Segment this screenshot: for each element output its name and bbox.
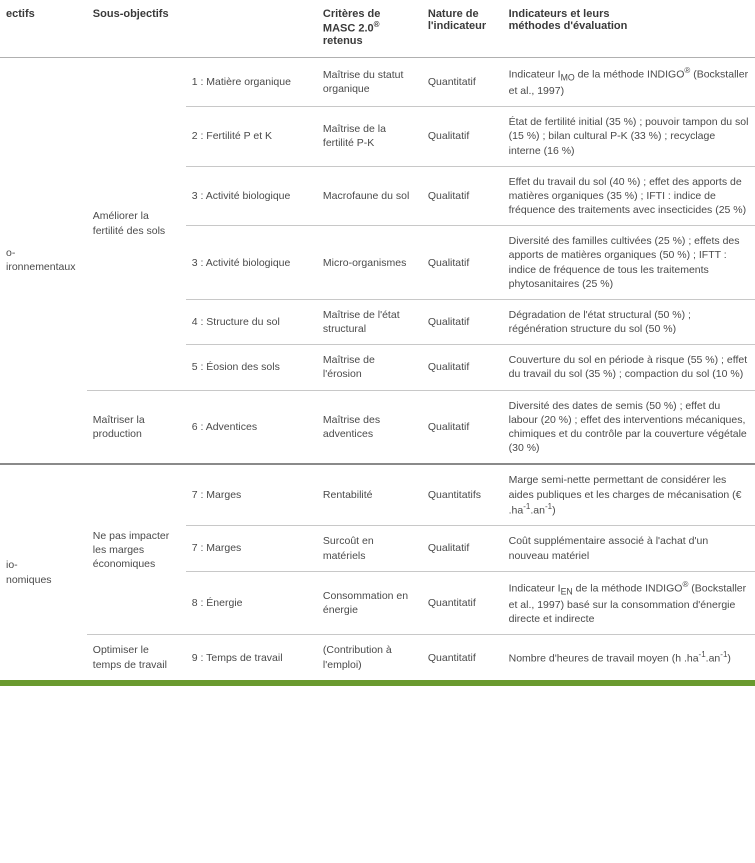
objectif-line: o- — [6, 247, 15, 259]
cell-numero: 9 : Temps de travail — [186, 635, 317, 680]
cell-nature: Qualitatif — [422, 526, 503, 571]
cell-nature: Qualitatif — [422, 226, 503, 300]
cell-sous-objectif: Maîtriser la production — [87, 390, 186, 464]
cell-numero: 4 : Structure du sol — [186, 299, 317, 344]
indicateur-reference: (Bockstaller et al., 1997) — [509, 68, 748, 97]
cell-critere: Maîtrise des adventices — [317, 390, 422, 464]
cell-indicateur: Couverture du sol en période à risque (5… — [503, 345, 755, 390]
cell-indicateur: Diversité des familles cultivées (25 %) … — [503, 226, 755, 300]
criteres-line3: retenus — [323, 35, 363, 47]
col-header-objectifs: ectifs — [0, 0, 87, 57]
cell-indicateur: Nombre d'heures de travail moyen (h .ha-… — [503, 635, 755, 680]
cell-numero: 7 : Marges — [186, 526, 317, 571]
col-header-indicateurs: Indicateurs et leurs méthodes d'évaluati… — [503, 0, 755, 57]
col-header-sous-objectifs: Sous-objectifs — [87, 0, 186, 57]
indicateur-reference: (Bockstaller et al., 1997) — [509, 582, 747, 611]
table-row: Maîtriser la production6 : AdventicesMaî… — [0, 390, 755, 464]
cell-sous-objectif: Ne pas impacter les marges économiques — [87, 464, 186, 635]
cell-nature: Quantitatif — [422, 635, 503, 680]
table-header-row: ectifs Sous-objectifs Critères de MASC 2… — [0, 0, 755, 57]
cell-sous-objectif: Améliorer la fertilité des sols — [87, 57, 186, 390]
cell-nature: Qualitatif — [422, 299, 503, 344]
cell-critere: Consommation en énergie — [317, 571, 422, 635]
indicateur-sup: -1 — [545, 502, 552, 511]
cell-critere: Maîtrise du statut organique — [317, 57, 422, 107]
cell-indicateur: Effet du travail du sol (40 %) ; effet d… — [503, 166, 755, 226]
cell-indicateur: Coût supplémentaire associé à l'achat d'… — [503, 526, 755, 571]
cell-nature: Qualitatif — [422, 345, 503, 390]
objectif-line: io- — [6, 559, 18, 571]
table-row: Optimiser le temps de travail9 : Temps d… — [0, 635, 755, 680]
cell-numero: 1 : Matière organique — [186, 57, 317, 107]
indicateurs-line1: Indicateurs et leurs — [509, 8, 610, 20]
cell-objectif: o-ironnementaux — [0, 57, 87, 464]
indicateur-subscript: MO — [561, 72, 575, 82]
objectif-line: ironnementaux — [6, 261, 75, 273]
cell-indicateur: Dégradation de l'état structural (50 %) … — [503, 299, 755, 344]
cell-numero: 3 : Activité biologique — [186, 226, 317, 300]
cell-numero: 2 : Fertilité P et K — [186, 107, 317, 167]
cell-numero: 5 : Éosion des sols — [186, 345, 317, 390]
cell-nature: Qualitatif — [422, 166, 503, 226]
col-header-criteres: Critères de MASC 2.0® retenus — [317, 0, 422, 57]
cell-indicateur: Indicateur IMO de la méthode INDIGO® (Bo… — [503, 57, 755, 107]
cell-critere: Maîtrise de l'état structural — [317, 299, 422, 344]
cell-nature: Qualitatif — [422, 390, 503, 464]
indicateurs-line2: méthodes d'évaluation — [509, 20, 628, 32]
cell-critere: Rentabilité — [317, 464, 422, 526]
indicateur-sup: -1 — [523, 502, 530, 511]
cell-numero: 6 : Adventices — [186, 390, 317, 464]
cell-critere: Micro-organismes — [317, 226, 422, 300]
indicateur-sup: -1 — [699, 650, 706, 659]
nature-line2: l'indicateur — [428, 20, 486, 32]
criteria-table: ectifs Sous-objectifs Critères de MASC 2… — [0, 0, 755, 680]
cell-objectif: io-nomiques — [0, 464, 87, 679]
table-row: io-nomiquesNe pas impacter les marges éc… — [0, 464, 755, 526]
cell-nature: Qualitatif — [422, 107, 503, 167]
indicateur-subscript: EN — [561, 586, 573, 596]
cell-sous-objectif: Optimiser le temps de travail — [87, 635, 186, 680]
objectif-line: nomiques — [6, 574, 52, 586]
criteres-line2: MASC 2.0 — [323, 23, 374, 35]
table-row: o-ironnementauxAméliorer la fertilité de… — [0, 57, 755, 107]
indicateur-sup: -1 — [720, 650, 727, 659]
col-header-nature: Nature de l'indicateur — [422, 0, 503, 57]
bottom-green-bar — [0, 680, 755, 686]
cell-nature: Quantitatif — [422, 571, 503, 635]
cell-numero: 7 : Marges — [186, 464, 317, 526]
nature-line1: Nature de — [428, 8, 479, 20]
cell-critere: Surcoût en matériels — [317, 526, 422, 571]
cell-critere: (Contribution à l'emploi) — [317, 635, 422, 680]
cell-numero: 3 : Activité biologique — [186, 166, 317, 226]
indicateur-sup: ® — [682, 580, 688, 589]
cell-nature: Quantitatif — [422, 57, 503, 107]
cell-indicateur: Indicateur IEN de la méthode INDIGO® (Bo… — [503, 571, 755, 635]
cell-nature: Quantitatifs — [422, 464, 503, 526]
criteres-sup: ® — [374, 20, 380, 29]
criteres-line1: Critères de — [323, 8, 380, 20]
indicateur-sup: ® — [684, 66, 690, 75]
cell-indicateur: Diversité des dates de semis (50 %) ; ef… — [503, 390, 755, 464]
cell-critere: Macrofaune du sol — [317, 166, 422, 226]
col-header-numero — [186, 0, 317, 57]
cell-critere: Maîtrise de la fertilité P-K — [317, 107, 422, 167]
cell-indicateur: Marge semi-nette permettant de considére… — [503, 464, 755, 526]
cell-indicateur: État de fertilité initial (35 %) ; pouvo… — [503, 107, 755, 167]
cell-critere: Maîtrise de l'érosion — [317, 345, 422, 390]
cell-numero: 8 : Énergie — [186, 571, 317, 635]
